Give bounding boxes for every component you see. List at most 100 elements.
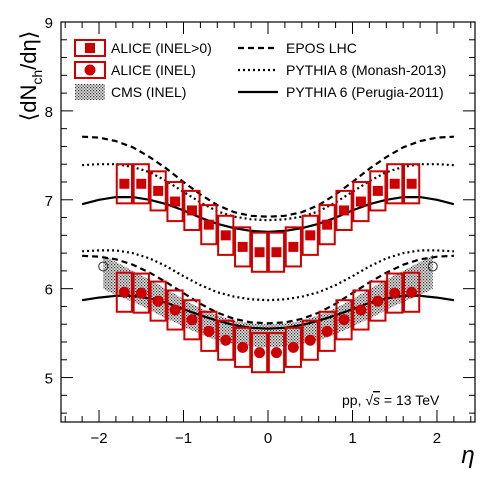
alice-inel-point xyxy=(186,314,198,326)
legend-alice-inel-label: ALICE (INEL) xyxy=(111,62,196,78)
legend-epos-label: EPOS LHC xyxy=(286,40,357,56)
alice-inel-point xyxy=(169,304,181,316)
alice-inel-gt0-point xyxy=(271,247,282,258)
x-tick-label: 1 xyxy=(348,430,356,447)
legend-cms-label: CMS (INEL) xyxy=(111,84,186,100)
y-tick-label: 9 xyxy=(45,15,53,32)
legend-entry-epos: EPOS LHC xyxy=(238,40,357,56)
energy-annotation: pp, √s = 13 TeV xyxy=(342,392,440,408)
alice-inel-point xyxy=(270,347,282,359)
alice-inel-gt0-sys-box xyxy=(386,163,404,205)
alice-inel-point xyxy=(304,334,316,346)
alice-inel-gt0-sys-box xyxy=(335,189,353,231)
alice-inel-gt0-point xyxy=(254,247,265,258)
alice-inel-point xyxy=(355,304,367,316)
alice-inel-gt0-point xyxy=(237,241,248,252)
alice-inel-sys-box xyxy=(301,319,319,361)
alice-inel-sys-box xyxy=(200,310,218,352)
x-tick-label: −2 xyxy=(90,430,107,447)
alice-inel-point xyxy=(118,286,130,298)
alice-inel-gt0-point xyxy=(203,219,214,230)
alice-inel-sys-box xyxy=(115,271,133,313)
legend-entry-pythia8: PYTHIA 8 (Monash-2013) xyxy=(238,62,446,78)
legend-cms-swatch xyxy=(75,84,105,100)
alice-inel-gt0-point xyxy=(339,205,350,216)
y-axis-label-main: ⟨dN xyxy=(16,85,41,122)
alice-inel-gt0-point xyxy=(220,230,231,241)
energy-suffix: = 13 TeV xyxy=(380,392,440,408)
alice-inel-gt0-point xyxy=(355,196,366,207)
alice-inel-sys-box xyxy=(352,289,370,331)
legend-alice-inel-gt0-box xyxy=(74,39,106,57)
alice-inel-sys-box xyxy=(369,280,387,322)
alice-inel-gt0-sys-box xyxy=(166,181,184,223)
legend-entry-alice-inel-gt0: ALICE (INEL>0) xyxy=(74,39,212,57)
pythia8-lower-curve xyxy=(82,249,454,302)
alice-inel-gt0-point xyxy=(153,185,164,196)
alice-inel-gt0-point xyxy=(186,205,197,216)
alice-inel-point xyxy=(203,325,215,337)
cms-edge-point-0 xyxy=(98,261,109,272)
data-layer xyxy=(81,135,455,374)
alice-inel-sys-box xyxy=(284,326,302,368)
alice-inel-sys-box xyxy=(250,332,269,374)
alice-inel-gt0-point xyxy=(322,219,333,230)
alice-inel-gt0-sys-box xyxy=(301,214,319,256)
alice-inel-point xyxy=(287,341,299,353)
alice-inel-gt0-sys-box xyxy=(318,204,336,246)
alice-inel-gt0-point xyxy=(119,178,130,189)
legend: ALICE (INEL>0) ALICE (INEL) CMS (INEL) E… xyxy=(74,39,446,100)
legend-pythia6-label: PYTHIA 6 (Perugia-2011) xyxy=(286,84,444,100)
alice-inel-sys-box xyxy=(267,332,286,374)
alice-inel-gt0-sys-box xyxy=(267,231,286,273)
sqrt-symbol: √ xyxy=(365,392,373,408)
alice-inel-gt0-point xyxy=(372,185,383,196)
alice-inel-gt0-point xyxy=(136,178,147,189)
legend-alice-inel-gt0-marker xyxy=(85,43,95,53)
alice-inel-gt0-sys-box xyxy=(369,170,387,212)
plot-frame xyxy=(60,21,476,423)
alice-inel-sys-box xyxy=(335,299,353,341)
alice-inel-gt0-sys-box xyxy=(200,204,218,246)
legend-entry-cms: CMS (INEL) xyxy=(75,84,186,100)
alice-inel-point xyxy=(220,334,232,346)
alice-inel-sys-box xyxy=(386,272,404,314)
alice-inel-point xyxy=(321,325,333,337)
alice-inel-sys-box xyxy=(234,326,252,368)
energy-root-variable: s xyxy=(373,392,380,408)
alice-inel-gt0-sys-box xyxy=(352,181,370,223)
alice-inel-sys-box xyxy=(217,319,235,361)
alice-inel-point xyxy=(338,314,350,326)
y-axis-label-sub: ch xyxy=(29,70,45,85)
legend-alice-inel-box xyxy=(74,61,106,79)
axes-layer: −2 −1 0 1 2 5 6 7 8 9 xyxy=(45,15,475,447)
alice-inel-gt0-point xyxy=(389,178,400,189)
alice-inel-gt0-point xyxy=(305,230,316,241)
alice-inel-point xyxy=(406,286,418,298)
alice-inel-sys-box xyxy=(183,299,201,341)
alice-inel-point xyxy=(254,347,266,359)
alice-inel-gt0-sys-box xyxy=(217,214,235,256)
x-axis-label: η xyxy=(461,442,474,469)
legend-alice-inel-gt0-label: ALICE (INEL>0) xyxy=(111,40,212,56)
y-axis-label-end: /dη⟩ xyxy=(16,31,41,70)
alice-inel-gt0-point xyxy=(288,241,299,252)
alice-inel-gt0-sys-box xyxy=(132,163,150,205)
alice-inel-point xyxy=(389,287,401,299)
y-tick-label: 7 xyxy=(45,193,53,210)
y-axis-label: ⟨dNch/dη⟩ xyxy=(16,31,45,122)
legend-entry-pythia6: PYTHIA 6 (Perugia-2011) xyxy=(238,84,444,100)
x-tick-label: −1 xyxy=(175,430,192,447)
cms-inel-band xyxy=(103,254,433,348)
alice-inel-gt0-sys-box xyxy=(183,189,201,231)
alice-inel-gt0-sys-box xyxy=(115,163,133,205)
alice-inel-gt0-sys-box xyxy=(234,226,252,268)
epos-lower-curve xyxy=(82,254,454,325)
alice-inel-gt0-sys-box xyxy=(250,231,269,273)
alice-inel-point xyxy=(372,295,384,307)
alice-inel-gt0-sys-box xyxy=(149,170,167,212)
alice-inel-sys-box xyxy=(403,271,421,313)
alice-inel-point xyxy=(152,295,164,307)
alice-inel-point xyxy=(135,287,147,299)
